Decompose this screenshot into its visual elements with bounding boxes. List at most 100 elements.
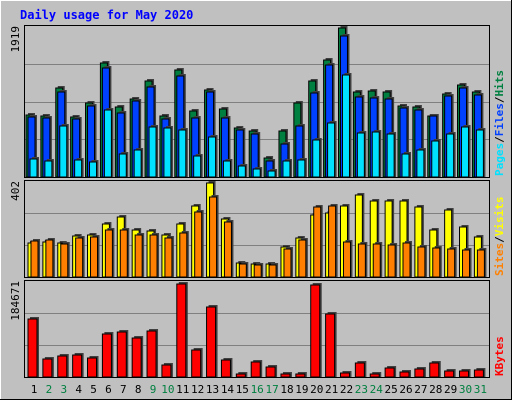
- sites-bar: [417, 245, 427, 278]
- kbytes-bar: [176, 282, 188, 378]
- pages-bar: [118, 152, 129, 178]
- pages-bar: [163, 126, 173, 178]
- pages-bar-face: [252, 168, 261, 178]
- sites-bar: [432, 246, 442, 278]
- sites-bar-face: [60, 243, 69, 278]
- sites-bar: [90, 235, 100, 278]
- kbytes-bar-face: [235, 373, 246, 378]
- day-label: 16: [251, 383, 264, 396]
- kbytes-bar-face: [414, 368, 425, 378]
- kbytes-bar-face: [57, 355, 68, 378]
- pages-bar: [297, 158, 307, 178]
- pages-bar-face: [267, 170, 276, 178]
- sites-bar-face: [134, 234, 143, 278]
- sites-bar-face: [298, 239, 307, 278]
- pages-bar: [475, 128, 486, 178]
- pages-bar: [178, 128, 188, 178]
- kbytes-bar-face: [176, 283, 187, 378]
- pages-bar-face: [133, 149, 142, 178]
- kbytes-bar-face: [295, 373, 306, 378]
- sites-bar: [476, 248, 487, 278]
- kbytes-bar-face: [310, 284, 321, 378]
- kbytes-bar: [429, 361, 441, 378]
- kbytes-bar: [399, 370, 411, 378]
- sites-bar: [45, 238, 55, 278]
- kbytes-bar: [146, 329, 159, 378]
- legend-sep-3: /: [493, 236, 506, 243]
- sites-bar-face: [149, 234, 158, 278]
- pages-bar-face: [237, 165, 246, 178]
- pages-bar: [237, 164, 248, 178]
- pages-bar: [416, 148, 426, 178]
- pages-bar: [208, 135, 218, 178]
- pages-bar: [312, 138, 322, 178]
- kbytes-bar-face: [280, 373, 291, 378]
- kbytes-bar-face: [220, 359, 231, 378]
- day-label: 2: [46, 383, 53, 396]
- sites-bar-face: [75, 237, 84, 278]
- kbytes-bar: [57, 354, 69, 378]
- pages-bar-face: [327, 122, 336, 178]
- sites-bar: [387, 243, 398, 278]
- pages-bar: [222, 159, 233, 178]
- kbytes-ymax-label: 184671: [9, 281, 22, 321]
- sites-bar-face: [387, 244, 396, 278]
- day-label: 12: [191, 383, 204, 396]
- sites-bar-face: [90, 236, 99, 278]
- kbytes-bar: [414, 367, 426, 378]
- pages-bar: [148, 125, 159, 178]
- pages-bar: [89, 160, 99, 178]
- pages-bar: [327, 121, 337, 178]
- sites-bar: [104, 228, 115, 278]
- chart-title: Daily usage for May 2020: [20, 8, 193, 22]
- pages-bar: [386, 132, 397, 178]
- day-label: 26: [399, 383, 412, 396]
- pages-bar-face: [89, 161, 98, 178]
- kbytes-bar: [325, 312, 337, 378]
- kbytes-bar: [339, 371, 352, 378]
- kbytes-bar: [27, 317, 39, 378]
- sites-bar-face: [164, 237, 173, 278]
- sites-bar-face: [313, 206, 322, 278]
- legend-sep-2: /: [493, 96, 506, 103]
- kbytes-bar-face: [325, 313, 336, 378]
- pages-bar-face: [178, 129, 187, 178]
- sites-bar-face: [372, 243, 381, 278]
- sites-bar-face: [268, 264, 277, 278]
- kbytes-bar: [280, 372, 292, 378]
- pages-bar: [371, 130, 382, 178]
- sites-bar: [238, 262, 249, 278]
- kbytes-bar-face: [146, 330, 157, 378]
- sites-bar: [253, 263, 264, 278]
- sites-bar: [75, 236, 85, 278]
- kbytes-bar-face: [42, 358, 53, 378]
- kbytes-bar: [295, 372, 307, 378]
- sites-bar-face: [223, 221, 232, 278]
- sites-bar-face: [283, 248, 292, 278]
- kbytes-bar: [354, 361, 367, 378]
- sites-bar-face: [238, 263, 247, 278]
- sites-bar-face: [194, 211, 203, 278]
- sites-bar: [313, 205, 323, 278]
- sites-bar: [179, 231, 189, 278]
- kbytes-bar-face: [72, 354, 83, 378]
- sites-ymax-label: 402: [9, 181, 22, 201]
- sites-bar: [357, 242, 368, 278]
- pages-bar-face: [312, 139, 321, 178]
- sites-bar: [447, 247, 457, 278]
- kbytes-bar: [72, 353, 84, 378]
- sites-bar-face: [45, 239, 54, 278]
- kbytes-bar-face: [339, 372, 350, 378]
- kbytes-bar-face: [116, 331, 127, 378]
- kbytes-bar-face: [429, 362, 440, 378]
- pages-bar: [133, 148, 144, 178]
- pages-bar: [59, 124, 69, 178]
- day-label: 7: [120, 383, 127, 396]
- sites-bar-face: [253, 264, 262, 278]
- pages-bar: [401, 152, 411, 178]
- kbytes-bar-face: [87, 357, 98, 378]
- pages-bar-face: [371, 131, 380, 178]
- kbytes-bar-face: [250, 361, 261, 378]
- kbytes-bar: [369, 372, 382, 378]
